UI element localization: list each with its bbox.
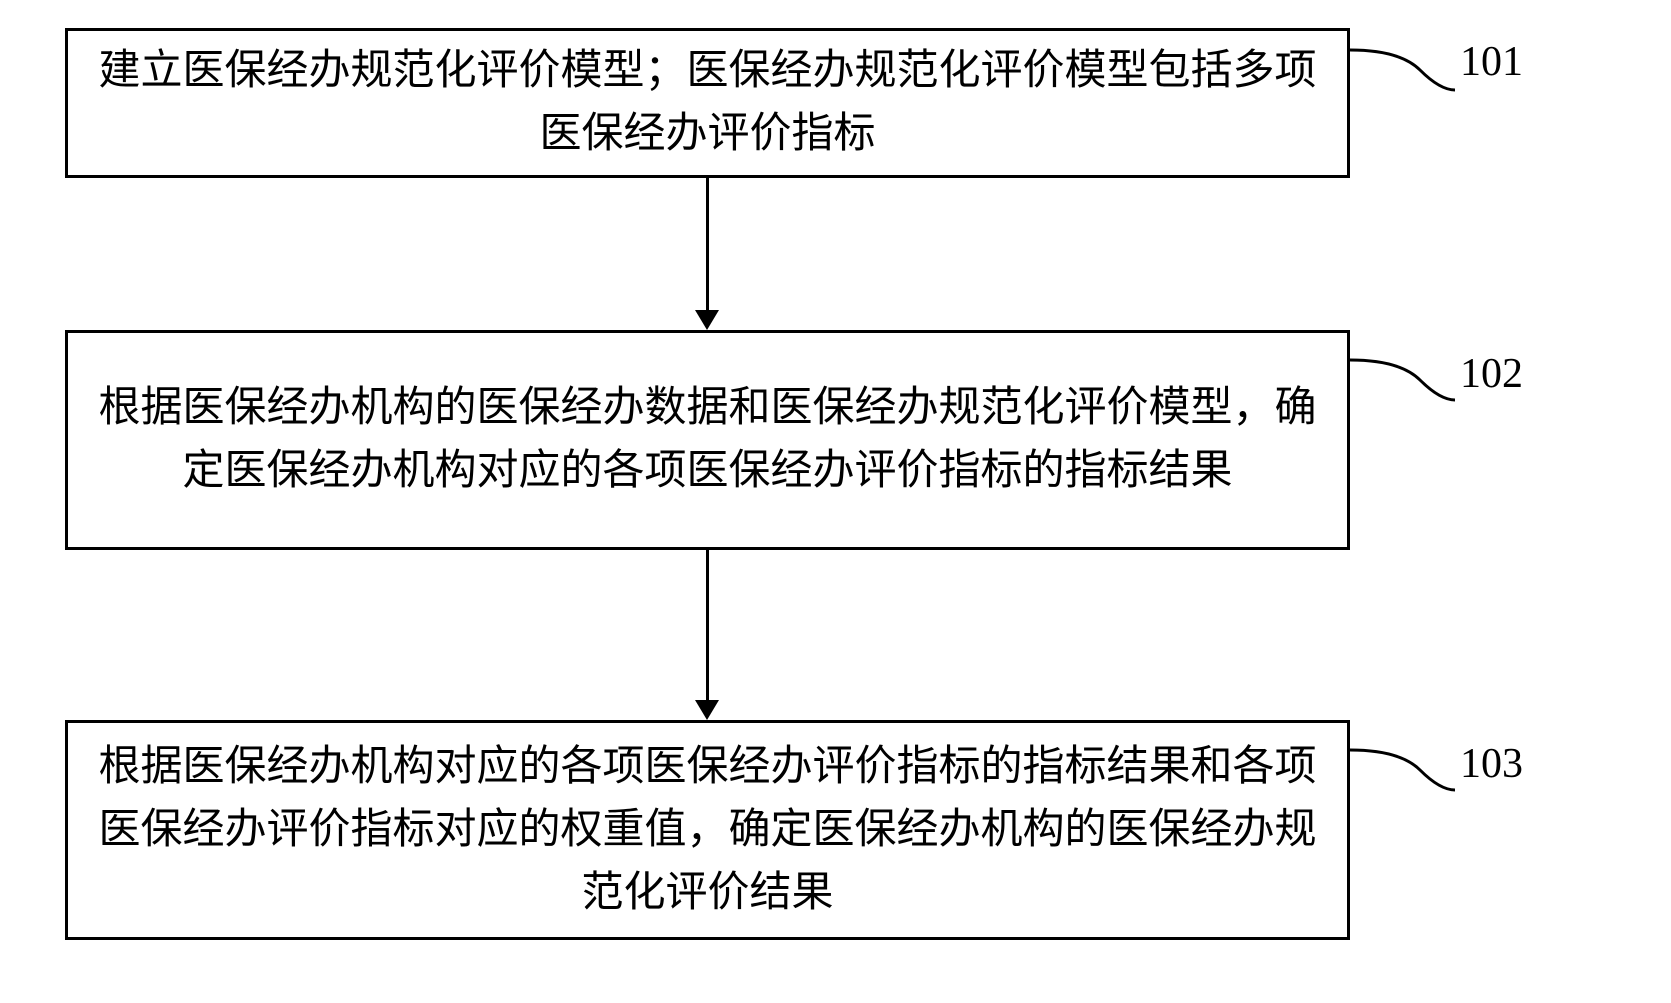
step-box-102: 根据医保经办机构的医保经办数据和医保经办规范化评价模型，确定医保经办机构对应的各…	[65, 330, 1350, 550]
arrow-line-1	[706, 178, 709, 310]
connector-102	[1350, 350, 1460, 410]
step-text-103: 根据医保经办机构对应的各项医保经办评价指标的指标结果和各项医保经办评价指标对应的…	[98, 736, 1317, 925]
step-label-103: 103	[1460, 740, 1523, 788]
arrow-head-1	[695, 310, 719, 330]
step-text-102: 根据医保经办机构的医保经办数据和医保经办规范化评价模型，确定医保经办机构对应的各…	[98, 377, 1317, 503]
step-box-101: 建立医保经办规范化评价模型；医保经办规范化评价模型包括多项医保经办评价指标	[65, 28, 1350, 178]
step-text-101: 建立医保经办规范化评价模型；医保经办规范化评价模型包括多项医保经办评价指标	[98, 40, 1317, 166]
arrow-head-2	[695, 700, 719, 720]
flowchart-container: 建立医保经办规范化评价模型；医保经办规范化评价模型包括多项医保经办评价指标 10…	[0, 0, 1671, 1003]
step-box-103: 根据医保经办机构对应的各项医保经办评价指标的指标结果和各项医保经办评价指标对应的…	[65, 720, 1350, 940]
arrow-line-2	[706, 550, 709, 700]
step-label-102: 102	[1460, 350, 1523, 398]
step-label-101: 101	[1460, 38, 1523, 86]
connector-101	[1350, 40, 1460, 100]
connector-103	[1350, 740, 1460, 800]
